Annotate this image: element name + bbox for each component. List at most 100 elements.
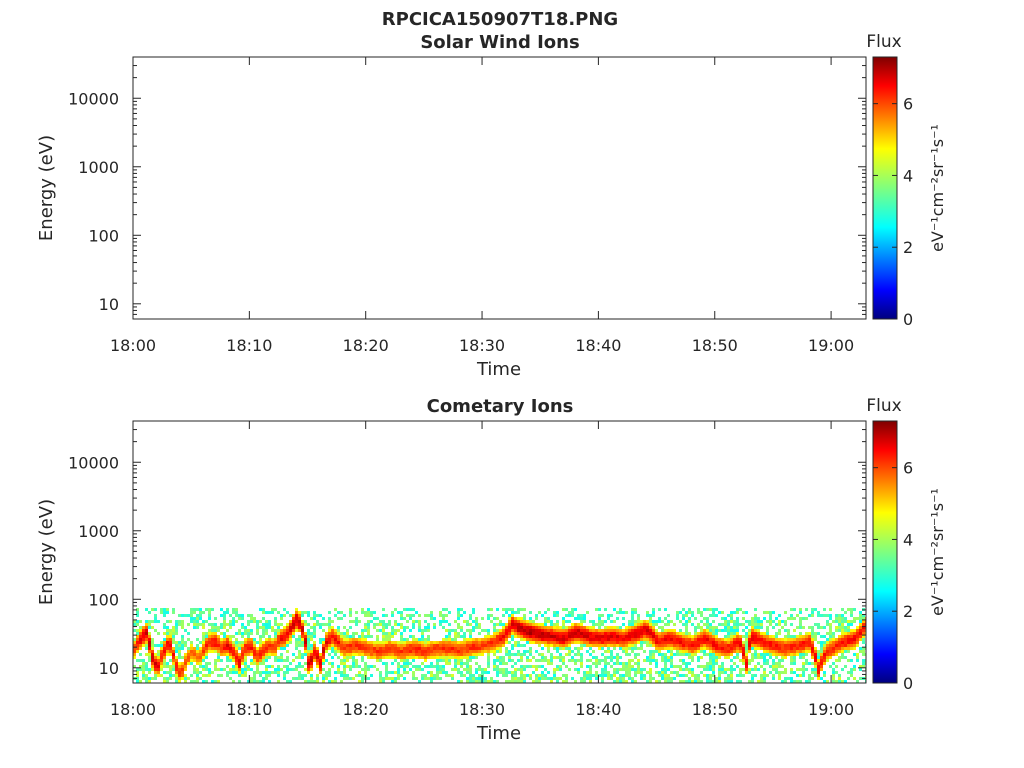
heatmap-cell (142, 632, 145, 635)
heatmap-cell (241, 668, 244, 671)
colorbar-unit-label: eV⁻¹cm⁻²sr⁻¹s⁻¹ (928, 488, 947, 616)
heatmap-cell (616, 671, 619, 674)
heatmap-cell (328, 671, 331, 674)
heatmap-cell (655, 632, 658, 635)
heatmap-cell (166, 641, 169, 644)
heatmap-cell (736, 626, 739, 629)
heatmap-cell (262, 662, 265, 665)
heatmap-cell (385, 665, 388, 668)
heatmap-cell (697, 659, 700, 662)
heatmap-cell (823, 626, 826, 629)
heatmap-cell (226, 653, 229, 656)
heatmap-cell (766, 632, 769, 635)
heatmap-cell (790, 617, 793, 620)
heatmap-cell (394, 650, 397, 653)
heatmap-cell (247, 638, 250, 641)
heatmap-cell (556, 665, 559, 668)
heatmap-cell (634, 641, 637, 644)
heatmap-cell (361, 644, 364, 647)
heatmap-cell (352, 635, 355, 638)
heatmap-cell (508, 650, 511, 653)
heatmap-cell (625, 611, 628, 614)
heatmap-cell (502, 668, 505, 671)
heatmap-cell (754, 632, 757, 635)
heatmap-cell (190, 641, 193, 644)
heatmap-cell (508, 659, 511, 662)
heatmap-cell (169, 635, 172, 638)
heatmap-cell (625, 653, 628, 656)
heatmap-cell (703, 650, 706, 653)
heatmap-cell (436, 668, 439, 671)
heatmap-cell (466, 671, 469, 674)
heatmap-cell (862, 653, 865, 656)
heatmap-cell (259, 656, 262, 659)
heatmap-cell (817, 659, 820, 662)
heatmap-cell (763, 659, 766, 662)
heatmap-cell (814, 656, 817, 659)
heatmap-cell (133, 665, 136, 668)
heatmap-cell (853, 653, 856, 656)
heatmap-cell (838, 620, 841, 623)
heatmap-cell (295, 647, 298, 650)
heatmap-cell (709, 638, 712, 641)
heatmap-cell (397, 668, 400, 671)
heatmap-cell (280, 647, 283, 650)
heatmap-cell (826, 623, 829, 626)
heatmap-cell (283, 644, 286, 647)
heatmap-cell (622, 632, 625, 635)
heatmap-cell (271, 644, 274, 647)
heatmap-cell (433, 650, 436, 653)
heatmap-cell (184, 668, 187, 671)
heatmap-cell (157, 671, 160, 674)
heatmap-cell (139, 620, 142, 623)
heatmap-cell (142, 659, 145, 662)
heatmap-cell (562, 629, 565, 632)
heatmap-cell (751, 641, 754, 644)
heatmap-cell (364, 665, 367, 668)
heatmap-cell (316, 614, 319, 617)
heatmap-cell (307, 635, 310, 638)
heatmap-cell (661, 635, 664, 638)
heatmap-cell (208, 617, 211, 620)
heatmap-cell (454, 635, 457, 638)
heatmap-cell (856, 629, 859, 632)
heatmap-cell (730, 677, 733, 680)
heatmap-cell (235, 644, 238, 647)
heatmap-cell (817, 632, 820, 635)
heatmap-cell (598, 641, 601, 644)
heatmap-cell (841, 641, 844, 644)
heatmap-cell (649, 656, 652, 659)
heatmap-cell (559, 641, 562, 644)
heatmap-cell (394, 644, 397, 647)
heatmap-cell (862, 641, 865, 644)
heatmap-cell (439, 620, 442, 623)
heatmap-cell (454, 662, 457, 665)
heatmap-cell (214, 635, 217, 638)
heatmap-cell (427, 677, 430, 680)
heatmap-cell (616, 662, 619, 665)
heatmap-cell (787, 638, 790, 641)
heatmap-cell (544, 611, 547, 614)
heatmap-cell (367, 647, 370, 650)
heatmap-cell (166, 635, 169, 638)
heatmap-cell (493, 659, 496, 662)
heatmap-cell (856, 638, 859, 641)
heatmap-cell (736, 650, 739, 653)
heatmap-cell (433, 641, 436, 644)
heatmap-cell (460, 641, 463, 644)
heatmap-cell (472, 677, 475, 680)
heatmap-cell (463, 641, 466, 644)
heatmap-cell (571, 626, 574, 629)
heatmap-cell (145, 608, 148, 611)
heatmap-cell (817, 611, 820, 614)
heatmap-cell (391, 647, 394, 650)
heatmap-cell (466, 668, 469, 671)
heatmap-cell (271, 638, 274, 641)
heatmap-cell (649, 617, 652, 620)
heatmap-cell (343, 626, 346, 629)
heatmap-cell (385, 626, 388, 629)
heatmap-cell (553, 674, 556, 677)
heatmap-cell (259, 638, 262, 641)
heatmap-cell (760, 680, 763, 683)
heatmap-cell (277, 656, 280, 659)
